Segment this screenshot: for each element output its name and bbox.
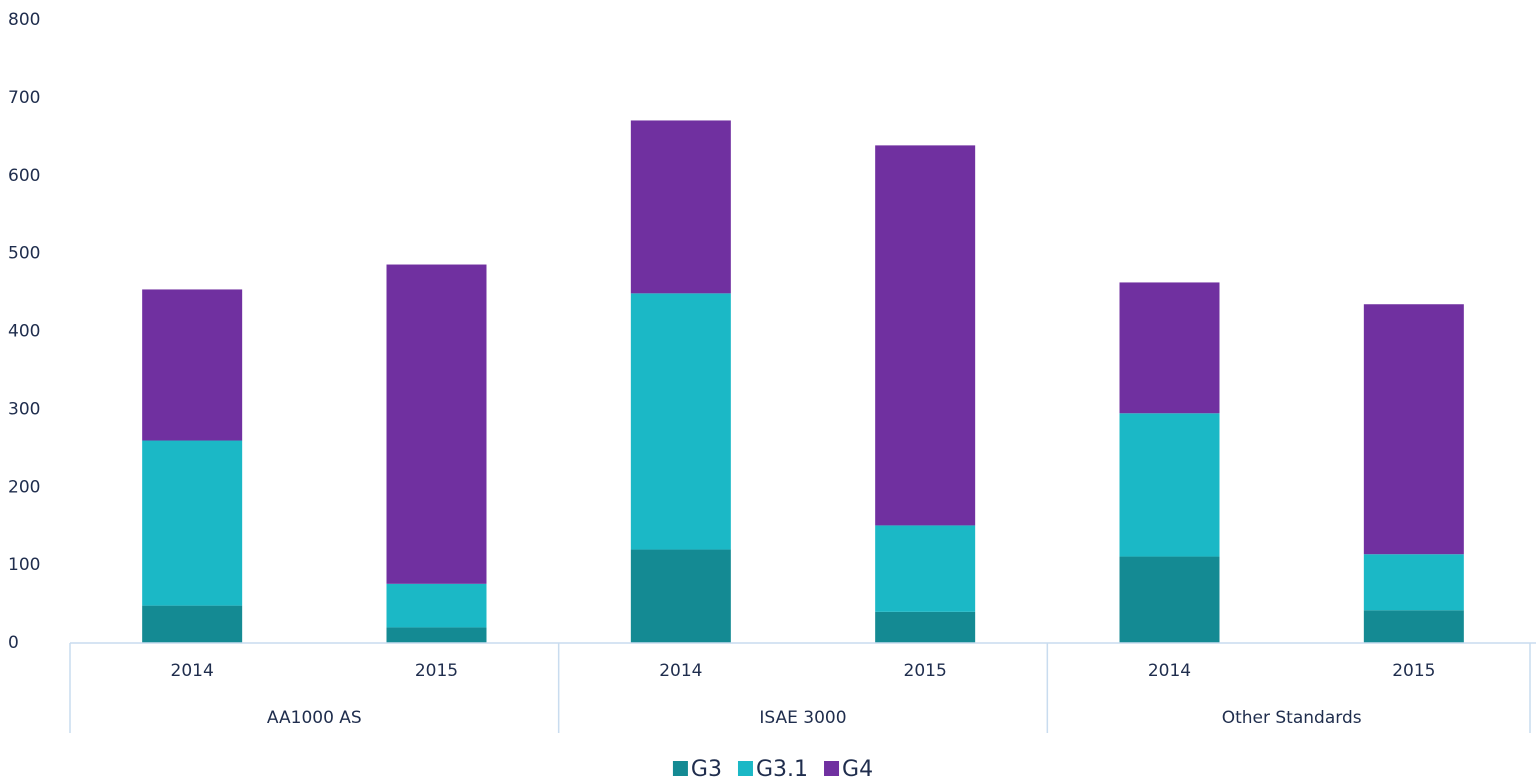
bar-segment	[1363, 554, 1464, 611]
bar-segment	[875, 525, 976, 612]
bar-segment	[1363, 610, 1464, 643]
y-tick-label: 600	[8, 166, 40, 186]
group-label: ISAE 3000	[759, 708, 846, 728]
y-tick-label: 300	[8, 399, 40, 419]
y-tick-label: 400	[8, 322, 40, 342]
bar-segment	[875, 145, 976, 526]
legend-swatch	[737, 761, 753, 776]
bar-segment	[1119, 282, 1220, 414]
bar-segment	[875, 611, 976, 643]
bar-segment	[630, 293, 731, 550]
bar-segment	[630, 120, 731, 294]
bar-segment	[142, 605, 243, 643]
bar-segment	[386, 583, 487, 628]
bar-segment	[142, 440, 243, 606]
y-tick-label: 500	[8, 244, 40, 264]
x-tick-label: 2014	[659, 661, 702, 681]
x-tick-label: 2015	[415, 661, 458, 681]
group-label: Other Standards	[1222, 708, 1362, 728]
x-tick-label: 2014	[1148, 661, 1191, 681]
bar-segment	[630, 549, 731, 643]
legend-swatch	[672, 761, 688, 776]
legend-label: G3.1	[756, 757, 808, 782]
bar-segment	[1363, 304, 1464, 555]
legend-label: G4	[842, 757, 873, 782]
x-tick-label: 2015	[1392, 661, 1435, 681]
y-tick-label: 800	[8, 10, 40, 30]
y-tick-label: 0	[8, 633, 19, 653]
y-tick-label: 700	[8, 88, 40, 108]
bar-segment	[386, 264, 487, 584]
y-tick-label: 100	[8, 555, 40, 575]
bar-segment	[1119, 413, 1220, 557]
x-tick-label: 2014	[171, 661, 214, 681]
group-label: AA1000 AS	[267, 708, 362, 728]
y-tick-label: 200	[8, 477, 40, 497]
bar-segment	[1119, 556, 1220, 643]
legend-swatch	[824, 761, 840, 776]
bar-segment	[142, 289, 243, 441]
x-tick-label: 2015	[904, 661, 947, 681]
legend-label: G3	[691, 757, 722, 782]
bar-segment	[386, 627, 487, 643]
